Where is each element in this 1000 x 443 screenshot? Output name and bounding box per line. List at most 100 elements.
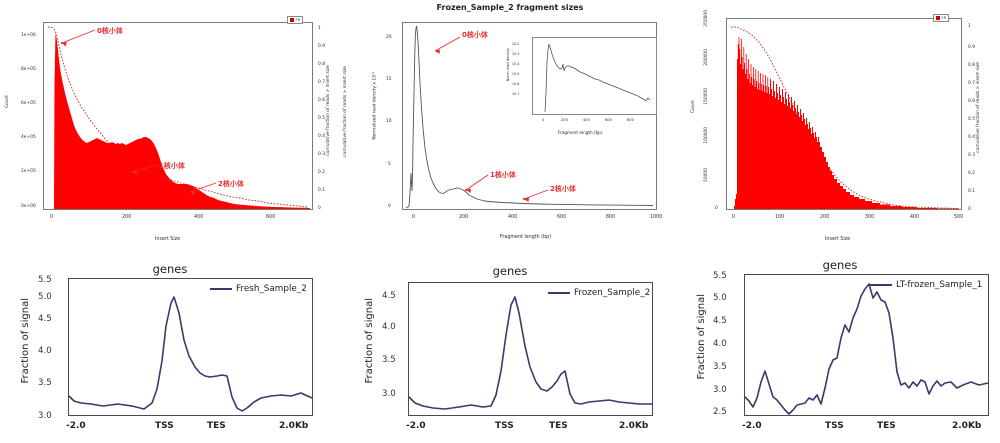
xtick-bm-3: 2.0Kb: [619, 421, 649, 431]
plot-svg-br: [744, 283, 989, 415]
y2label-tr: cumulative fraction of reads > insert si…: [976, 62, 981, 153]
y2tick-tr-5: 0.5: [968, 117, 975, 122]
inset-plot-area-tm: [532, 37, 657, 115]
legend-tr[interactable]: FR: [933, 14, 950, 22]
plot-area-tl: [43, 22, 313, 210]
ytick-bl-1: 3.5: [38, 378, 52, 388]
ytick-tl-2: 4e+05: [21, 135, 36, 140]
y2tick-tl-3: 0.3: [318, 152, 325, 157]
xlabel-tl: Insert Size: [155, 237, 181, 242]
y2tick-tr-9: 0.9: [968, 45, 975, 50]
xtick-bl-0: -2.0: [66, 421, 86, 431]
xtick-bl-1: TSS: [155, 421, 174, 431]
plot-svg-tl: [47, 26, 310, 209]
xtick-tr-4: 400: [910, 215, 920, 220]
xtick-bm-2: TES: [549, 421, 568, 431]
title-br: genes: [822, 258, 858, 272]
y2tick-tr-10: 1: [968, 24, 971, 29]
ytick-tr-0: 0: [715, 206, 718, 211]
xtick-tl-2: 400: [194, 215, 204, 220]
legend-line-icon: [870, 284, 892, 286]
annotation-nuc0-tm: 0核小体: [462, 31, 488, 39]
anno-arrows-tl: [61, 29, 217, 195]
y2tick-tr-1: 0.1: [968, 189, 975, 194]
ytick-br-5: 5.0: [713, 293, 727, 303]
ytick-br-0: 2.5: [713, 407, 727, 417]
xtick-bm-0: -2.0: [406, 421, 426, 431]
legend-bl[interactable]: Fresh_Sample_2: [210, 284, 307, 294]
y2tick-tl-0: 0: [318, 206, 321, 211]
legend-line-icon: [210, 288, 232, 290]
inset-ytick-2: 10-4: [512, 62, 520, 66]
xtick-tm-0: 0: [412, 215, 416, 220]
y2tick-tl-10: 1: [318, 26, 321, 31]
legend-swatch-icon: [290, 18, 294, 22]
inset-xtick-0: 0: [542, 118, 545, 122]
ytick-bm-2: 4.0: [382, 322, 396, 332]
ylabel-tr: Count: [691, 100, 696, 114]
panel-bottom-left-genes: genes 3.0 3.5 4.0 4.5 5.0 5.5 Fraction o…: [0, 250, 340, 443]
xtick-br-0: -2.0: [742, 421, 762, 431]
legend-label-tr: FR: [941, 16, 947, 20]
inset-ytick-3: 10-5: [512, 72, 520, 76]
anno-dot-nuc0-tl: [61, 42, 64, 45]
panel-top-middle-fragment-sizes: Frozen_Sample_2 fragment sizes 10-2 10-3…: [340, 0, 680, 250]
inset-ytick-5: 10-7: [512, 92, 520, 96]
xtick-tm-1: 200: [459, 215, 469, 220]
plot-svg-tr: [731, 26, 960, 209]
ytick-tr-3: 150000: [704, 88, 709, 105]
inset-ytick-0: 10-2: [512, 42, 520, 46]
inset-ytick-4: 10-6: [512, 82, 520, 86]
ytick-tr-2: 100000: [704, 127, 709, 144]
y2tick-tl-2: 0.2: [318, 170, 325, 175]
inset-svg-tm: [544, 43, 651, 113]
annotation-nuc1-tm: 1核小体: [490, 171, 516, 179]
plot-area-bl: [68, 278, 313, 416]
anno-dot-nuc1-tm: [465, 189, 468, 192]
xtick-tm-4: 800: [606, 215, 616, 220]
xtick-br-2: TES: [877, 421, 896, 431]
y2tick-tl-7: 0.7: [318, 80, 325, 85]
ylabel-br: Fraction of signal: [696, 294, 707, 380]
legend-tl[interactable]: FR: [287, 16, 304, 24]
inset-xtick-1: 200: [561, 118, 568, 122]
annotation-nuc1-tl: 1核小体: [159, 162, 185, 170]
y2tick-tl-1: 0.1: [318, 188, 325, 193]
ytick-tm-3: 15: [386, 77, 392, 82]
title-tm: Frozen_Sample_2 fragment sizes: [436, 3, 584, 12]
ytick-bl-2: 4.0: [38, 346, 52, 356]
xtick-tr-1: 100: [775, 215, 785, 220]
xtick-tr-5: 500: [954, 215, 964, 220]
panel-bottom-middle-genes: genes 3.0 3.5 4.0 4.5 Fraction of signal…: [340, 250, 680, 443]
ytick-br-6: 5.5: [713, 271, 727, 281]
panel-bottom-right-genes: genes 2.5 3.0 3.5 4.0 4.5 5.0 5.5 Fracti…: [680, 250, 1000, 443]
ytick-br-2: 3.5: [713, 362, 727, 372]
y2tick-tl-5: 0.5: [318, 116, 325, 121]
xtick-tr-0: 0: [732, 215, 736, 220]
ytick-tm-0: 0: [388, 204, 391, 209]
ytick-bl-3: 4.5: [38, 314, 52, 324]
title-bl: genes: [152, 262, 188, 276]
xtick-br-1: TSS: [825, 421, 844, 431]
y2tick-tl-9: 0.9: [318, 44, 325, 49]
xtick-tr-2: 200: [820, 215, 830, 220]
ytick-bl-5: 5.5: [38, 275, 52, 285]
title-bm: genes: [492, 264, 528, 278]
xtick-tm-2: 400: [508, 215, 518, 220]
panel-top-left-insert-size: 0e+00 2e+05 4e+05 6e+05 8e+05 1e+06 Coun…: [0, 0, 340, 250]
anno-dot-nuc1-tl: [131, 171, 134, 174]
legend-br[interactable]: LT-frozen_Sample_1: [870, 280, 982, 290]
annotation-nuc0-tl: 0核小体: [97, 27, 123, 35]
y2tick-tl-6: 0.6: [318, 98, 325, 103]
ytick-bm-3: 4.5: [382, 291, 396, 301]
xtick-bm-1: TSS: [495, 421, 514, 431]
xtick-tl-0: 0: [50, 215, 54, 220]
inset-ytick-1: 10-3: [512, 52, 520, 56]
ytick-tl-4: 8e+05: [21, 67, 36, 72]
xtick-bl-2: TES: [207, 421, 226, 431]
legend-label-bm: Frozen_Sample_2: [574, 288, 651, 298]
inset-xtick-4: 800: [627, 118, 634, 122]
inset-xtick-2: 400: [583, 118, 590, 122]
legend-bm[interactable]: Frozen_Sample_2: [548, 288, 650, 298]
